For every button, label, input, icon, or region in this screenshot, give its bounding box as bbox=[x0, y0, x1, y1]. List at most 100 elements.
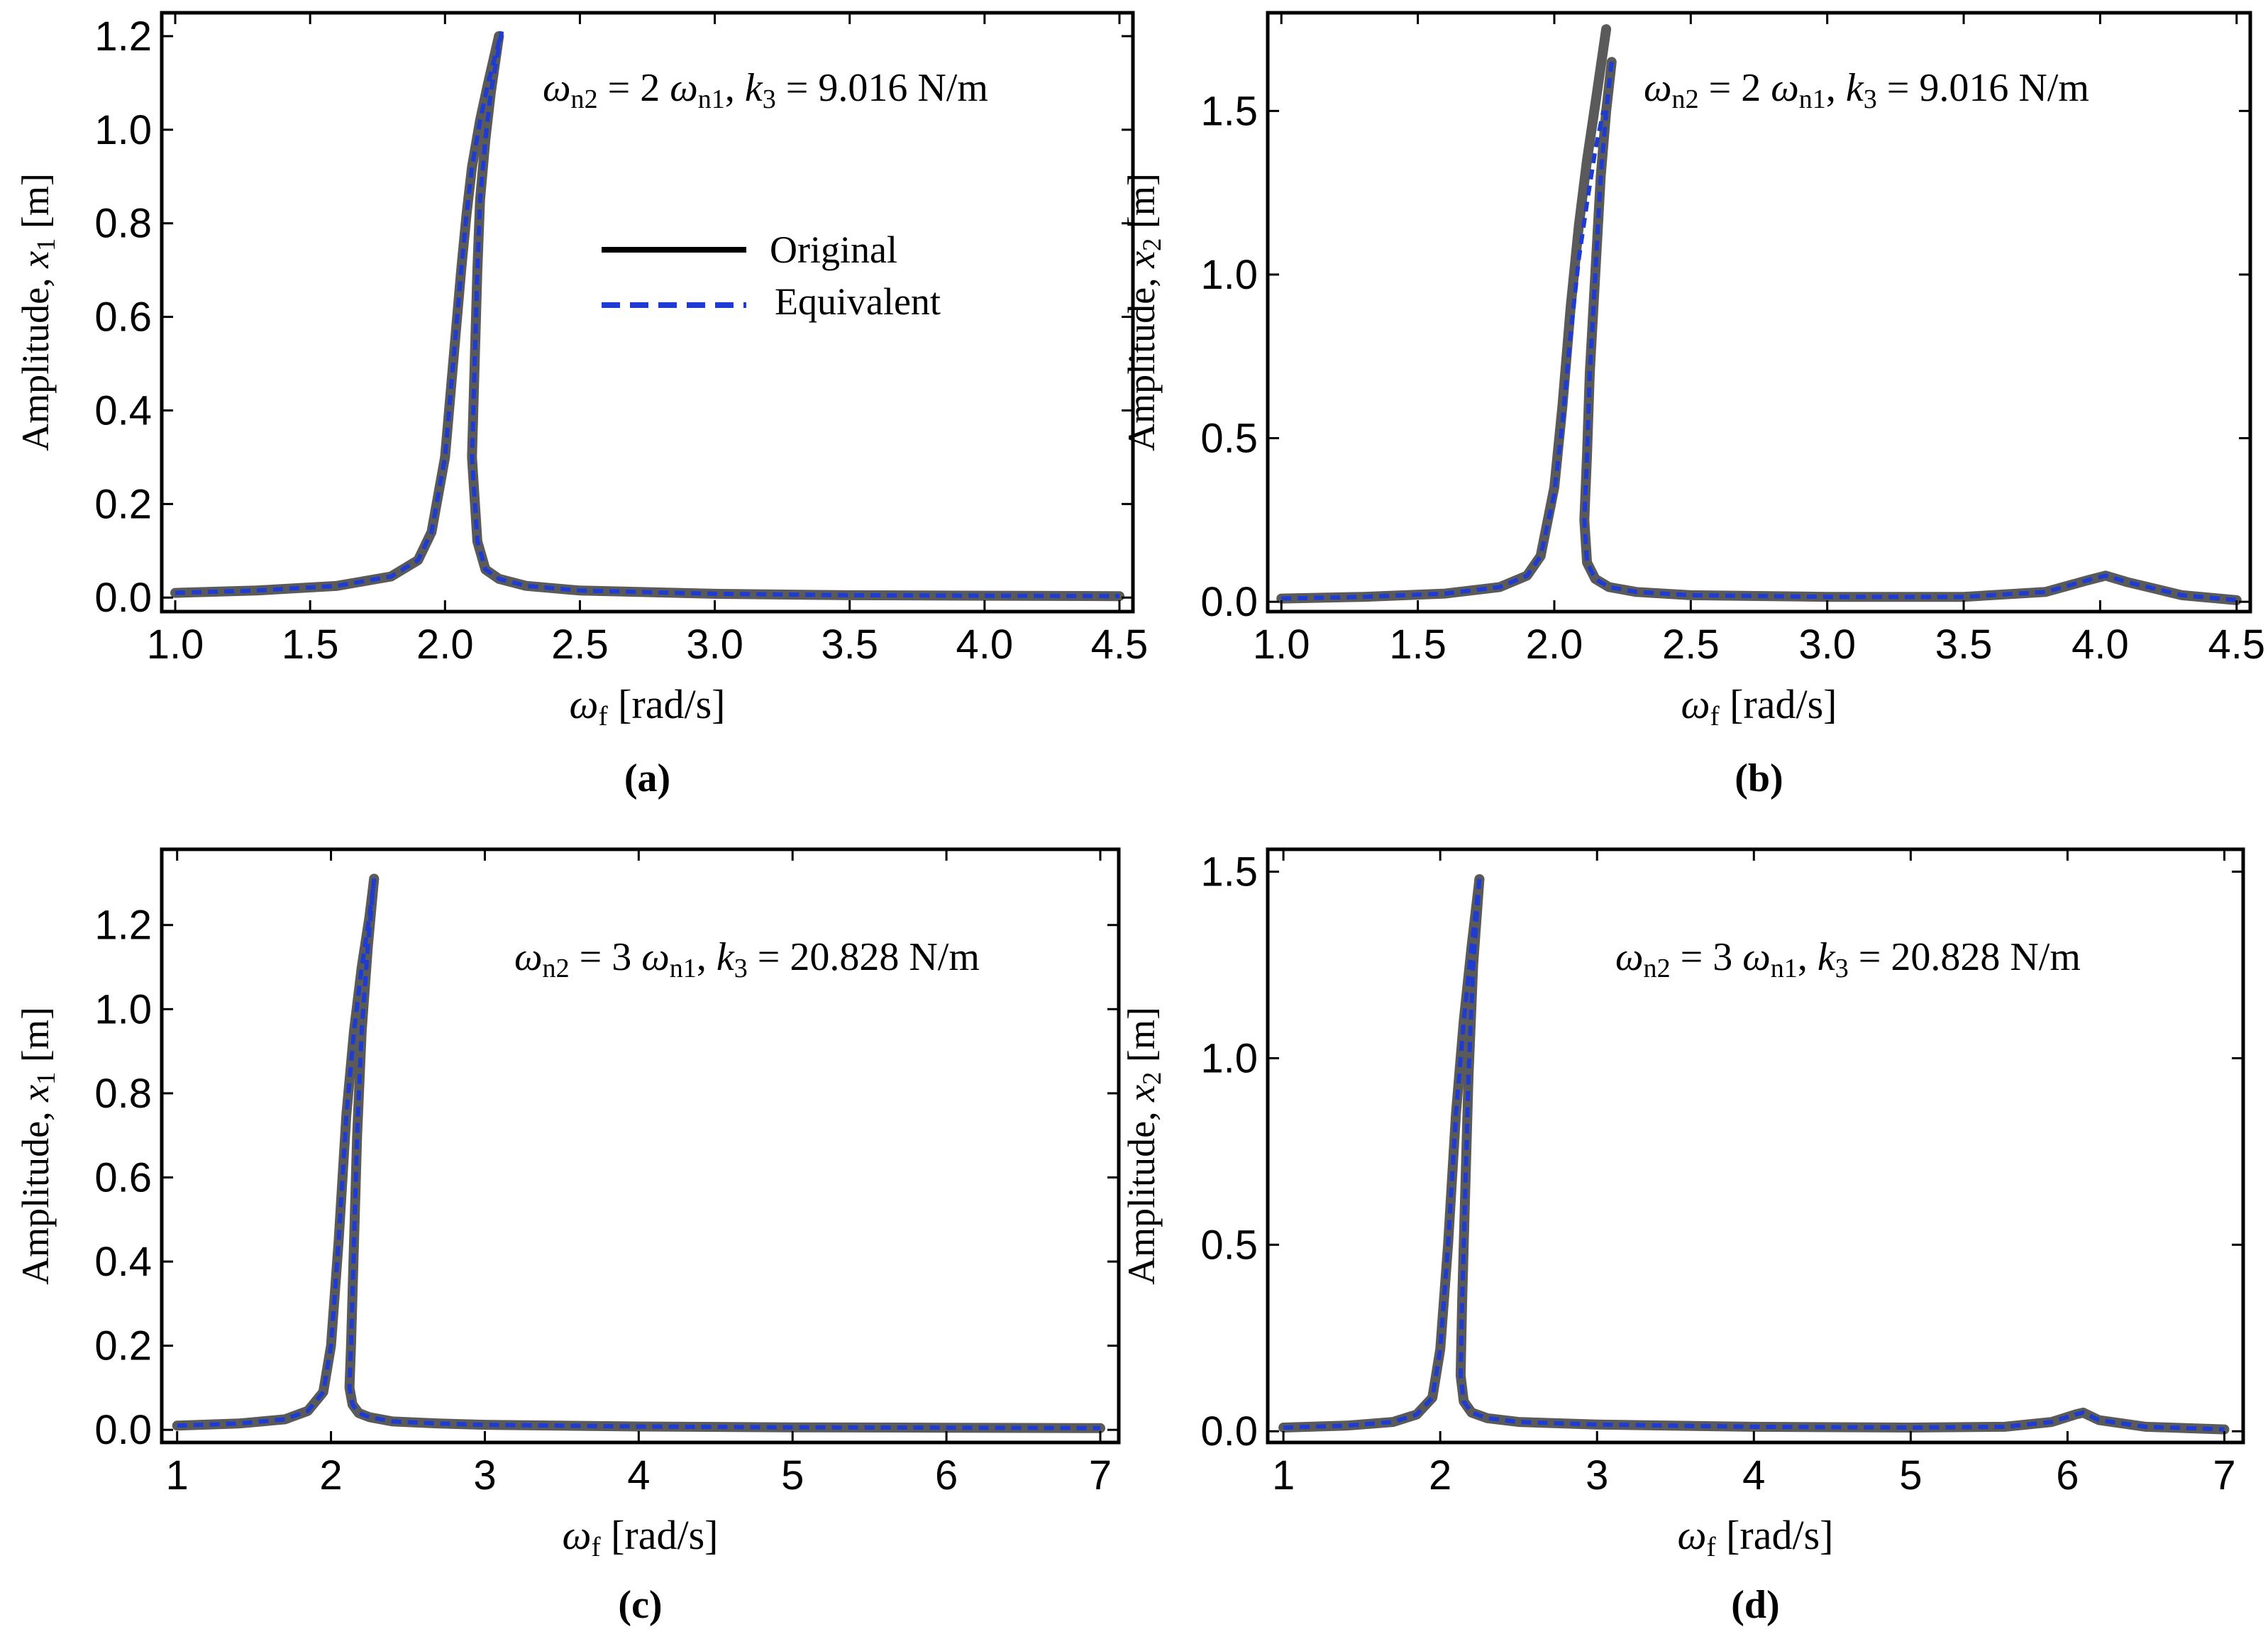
x-axis-label-part: f bbox=[591, 1531, 601, 1562]
y-axis-label: Amplitude, x2 [m] bbox=[1120, 1007, 1166, 1285]
parameter-annotation-part: = 20.828 N/m bbox=[748, 935, 980, 979]
chart-panel-c: 1 2 3 4 5 6 70.00.20.40.60.81.01.2ωf [rad/s]Am… bbox=[14, 847, 1121, 1627]
parameter-annotation-part: n2 bbox=[571, 84, 598, 114]
y-axis-label-part: x bbox=[14, 1085, 57, 1103]
y-axis-label-part: Amplitude, bbox=[14, 1102, 57, 1285]
x-tick-label: 6 bbox=[2056, 1452, 2079, 1499]
x-axis-label-part: f bbox=[1710, 700, 1720, 732]
y-tick-label: 0.6 bbox=[94, 294, 152, 341]
x-tick-label: 5 bbox=[1899, 1452, 1922, 1499]
x-tick-label: 3 bbox=[473, 1452, 496, 1499]
x-tick-label: 4.0 bbox=[2071, 622, 2129, 668]
x-tick-label: 4.5 bbox=[1091, 622, 1149, 668]
x-tick-label: 3.5 bbox=[1935, 622, 1993, 668]
parameter-annotation-part: , bbox=[1826, 66, 1846, 110]
y-axis-label-part: [m] bbox=[14, 1007, 57, 1071]
series-line-equivalent-lower bbox=[1582, 61, 2237, 602]
x-axis-label: ωf [rad/s] bbox=[1678, 1512, 1834, 1562]
parameter-annotation-part: , bbox=[725, 66, 745, 110]
y-tick-label: 0.0 bbox=[1200, 579, 1258, 625]
parameter-annotation-part: n1 bbox=[670, 954, 697, 983]
y-axis-label-part: 2 bbox=[1137, 238, 1166, 251]
chart-panel-a: 1.0 1.5 2.0 2.5 3.0 3.5 4.0 4.5 0.0 0.2 0.4 0.6 0.8 1… bbox=[14, 11, 1149, 800]
parameter-annotation: ωn2 = 2 ωn1, k3 = 9.016 N/m bbox=[1644, 66, 2089, 114]
plot-frame bbox=[1266, 11, 2252, 614]
parameter-annotation-part: ω bbox=[1771, 66, 1799, 110]
parameter-annotation-part: = 2 bbox=[1699, 66, 1771, 110]
y-axis-label-part: 1 bbox=[31, 1072, 60, 1085]
panel-caption: (c) bbox=[618, 1583, 662, 1627]
y-axis-label-part: 1 bbox=[31, 238, 60, 251]
x-tick-label: 2.5 bbox=[551, 622, 609, 668]
parameter-annotation-part: , bbox=[1798, 935, 1818, 979]
series-line-equivalent-lower bbox=[1458, 878, 2225, 1432]
y-axis-label-part: [m] bbox=[14, 173, 57, 238]
parameter-annotation-part: ω bbox=[1644, 66, 1672, 110]
parameter-annotation-part: ω bbox=[514, 935, 543, 979]
series-line-equivalent-lower bbox=[470, 31, 1120, 599]
parameter-annotation-part: = 2 bbox=[598, 66, 670, 110]
x-axis-label-part: f bbox=[598, 700, 608, 732]
parameter-annotation-part: n2 bbox=[543, 954, 570, 983]
y-tick-label: 1.0 bbox=[1200, 252, 1258, 298]
y-axis-label-part: 2 bbox=[1137, 1072, 1166, 1085]
parameter-annotation-part: k bbox=[1818, 935, 1836, 979]
parameter-annotation-part: = 20.828 N/m bbox=[1849, 935, 2081, 979]
x-axis-label: ωf [rad/s] bbox=[1681, 681, 1837, 732]
y-tick-label: 1.2 bbox=[94, 903, 152, 949]
parameter-annotation-part: ω bbox=[1615, 935, 1644, 979]
x-tick-label: 2.0 bbox=[1526, 622, 1583, 668]
parameter-annotation-part: = 3 bbox=[570, 935, 642, 979]
y-tick-label: 0.2 bbox=[94, 481, 152, 527]
x-axis-label-part: [rad/s] bbox=[1716, 1512, 1834, 1558]
x-axis-label-part: ω bbox=[1678, 1512, 1707, 1558]
x-tick-label: 7 bbox=[2213, 1452, 2235, 1499]
y-axis-label-part: [m] bbox=[1120, 173, 1163, 238]
y-tick-label: 1.0 bbox=[94, 107, 152, 153]
y-tick-label: 1.5 bbox=[1200, 849, 1258, 895]
series-line-equivalent-upper bbox=[177, 878, 377, 1428]
x-tick-label: 3.5 bbox=[821, 622, 878, 668]
x-tick-label: 3.0 bbox=[686, 622, 743, 668]
x-tick-label: 6 bbox=[935, 1452, 958, 1499]
y-tick-label: 0.0 bbox=[1200, 1408, 1258, 1455]
x-axis-label-part: [rad/s] bbox=[1720, 681, 1837, 727]
panel-caption: (a) bbox=[624, 756, 670, 800]
parameter-annotation-part: ω bbox=[641, 935, 670, 979]
y-axis-label-part: Amplitude, bbox=[14, 268, 57, 451]
x-tick-label: 4 bbox=[627, 1452, 650, 1499]
parameter-annotation: ωn2 = 3 ωn1, k3 = 20.828 N/m bbox=[1615, 935, 2081, 983]
y-axis-label-part: Amplitude, bbox=[1120, 268, 1163, 451]
y-axis-label-part: [m] bbox=[1120, 1007, 1163, 1071]
x-axis-label-part: ω bbox=[563, 1512, 592, 1558]
parameter-annotation-part: 3 bbox=[763, 84, 776, 114]
x-tick-label: 7 bbox=[1089, 1452, 1112, 1499]
x-axis-label-part: f bbox=[1706, 1531, 1716, 1562]
x-axis-label-part: ω bbox=[1681, 681, 1710, 727]
chart-panel-b: 1.0 1.5 2.0 2.5 3.0 3.5 4.0 4.50.00.51.01.5ωf [… bbox=[1120, 11, 2265, 800]
x-tick-label: 1.5 bbox=[1389, 622, 1446, 668]
parameter-annotation-part: n1 bbox=[1771, 954, 1798, 983]
series-line-original-lower bbox=[1579, 57, 2242, 605]
x-tick-label: 4.0 bbox=[956, 622, 1014, 668]
x-tick-label: 1.0 bbox=[1253, 622, 1310, 668]
y-tick-label: 1.5 bbox=[1200, 88, 1258, 134]
parameter-annotation-part: , bbox=[697, 935, 717, 979]
x-tick-label: 1.5 bbox=[282, 622, 339, 668]
parameter-annotation-part: n2 bbox=[1672, 84, 1699, 114]
parameter-annotation-part: ω bbox=[670, 66, 698, 110]
parameter-annotation-part: k bbox=[1846, 66, 1864, 110]
x-axis-label-part: [rad/s] bbox=[608, 681, 726, 727]
y-axis-label: Amplitude, x2 [m] bbox=[1120, 173, 1166, 451]
parameter-annotation-part: 3 bbox=[734, 954, 748, 983]
chart-panel-d: 1 2 3 4 5 6 70.00.51.01.5ωf [rad/s]Amplitude, … bbox=[1120, 847, 2245, 1627]
x-axis-label: ωf [rad/s] bbox=[570, 681, 726, 732]
y-tick-label: 0.8 bbox=[94, 201, 152, 247]
y-axis-label-part: x bbox=[14, 251, 57, 269]
series-line-equivalent-upper bbox=[175, 31, 504, 595]
y-tick-label: 0.0 bbox=[94, 1407, 152, 1453]
x-tick-label: 2.0 bbox=[416, 622, 474, 668]
parameter-annotation-part: n1 bbox=[1799, 84, 1826, 114]
y-tick-label: 0.6 bbox=[94, 1154, 152, 1201]
legend-label-original: Original bbox=[770, 228, 897, 271]
